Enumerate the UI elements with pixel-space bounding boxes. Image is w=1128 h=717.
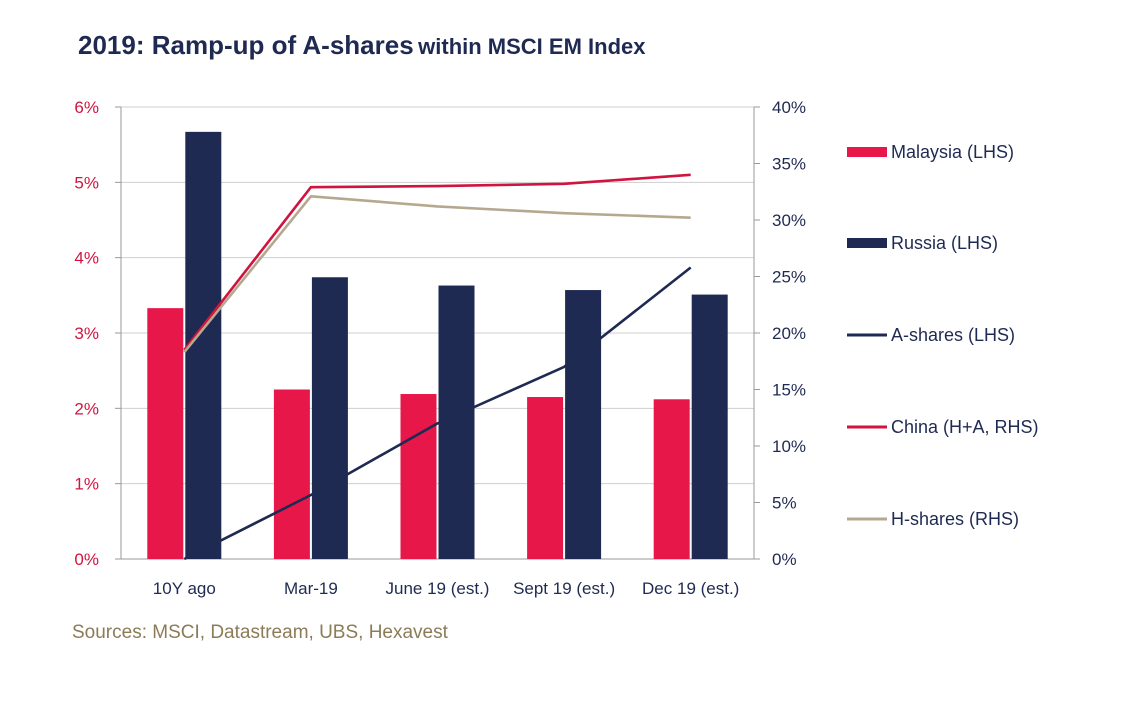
legend-label: Malaysia (LHS) [891,142,1014,162]
x-axis-tick-label: Sept 19 (est.) [513,579,615,598]
left-axis-tick-label: 0% [74,550,99,569]
x-axis-tick-label: Dec 19 (est.) [642,579,739,598]
chart-title: 2019: Ramp-up of A-shares within MSCI EM… [78,30,645,61]
bar-russia [438,285,475,559]
right-axis-tick-label: 35% [772,155,806,174]
source-note: Sources: MSCI, Datastream, UBS, Hexavest [72,622,448,643]
right-axis-tick-label: 15% [772,381,806,400]
legend-label: H-shares (RHS) [891,509,1019,529]
right-axis-tick-label: 0% [772,550,797,569]
line-a-shares [183,266,692,561]
legend-label: China (H+A, RHS) [891,417,1039,437]
left-axis-tick-label: 6% [74,98,99,117]
left-axis-tick-label: 1% [74,475,99,494]
left-axis-tick-label: 2% [74,399,99,418]
right-axis-tick-label: 25% [772,268,806,287]
bar-russia [311,277,348,559]
bar-russia [691,294,728,559]
bar-malaysia [653,399,690,559]
x-axis-tick-label: Mar-19 [284,579,338,598]
bar-malaysia [400,394,437,559]
chart-title-sub: within MSCI EM Index [418,34,646,59]
left-axis-tick-label: 3% [74,324,99,343]
right-axis-tick-label: 5% [772,494,797,513]
right-axis-tick-label: 40% [772,98,806,117]
right-axis-tick-label: 20% [772,324,806,343]
legend-swatch-bar [847,238,887,248]
line-china [183,173,691,351]
legend-label: Russia (LHS) [891,233,998,253]
bar-malaysia [273,389,310,559]
left-axis-tick-label: 4% [74,249,99,268]
legend-label: A-shares (LHS) [891,325,1015,345]
bar-malaysia [147,308,184,559]
line-h-shares [183,195,691,354]
left-axis-tick-label: 5% [74,173,99,192]
x-axis-tick-label: 10Y ago [153,579,216,598]
x-axis-tick-label: June 19 (est.) [386,579,490,598]
legend-swatch-bar [847,147,887,157]
chart-title-main: 2019: Ramp-up of A-shares [78,30,414,60]
right-axis-tick-label: 10% [772,437,806,456]
bar-russia [565,290,602,559]
bar-malaysia [527,397,564,559]
right-axis-tick-label: 30% [772,211,806,230]
